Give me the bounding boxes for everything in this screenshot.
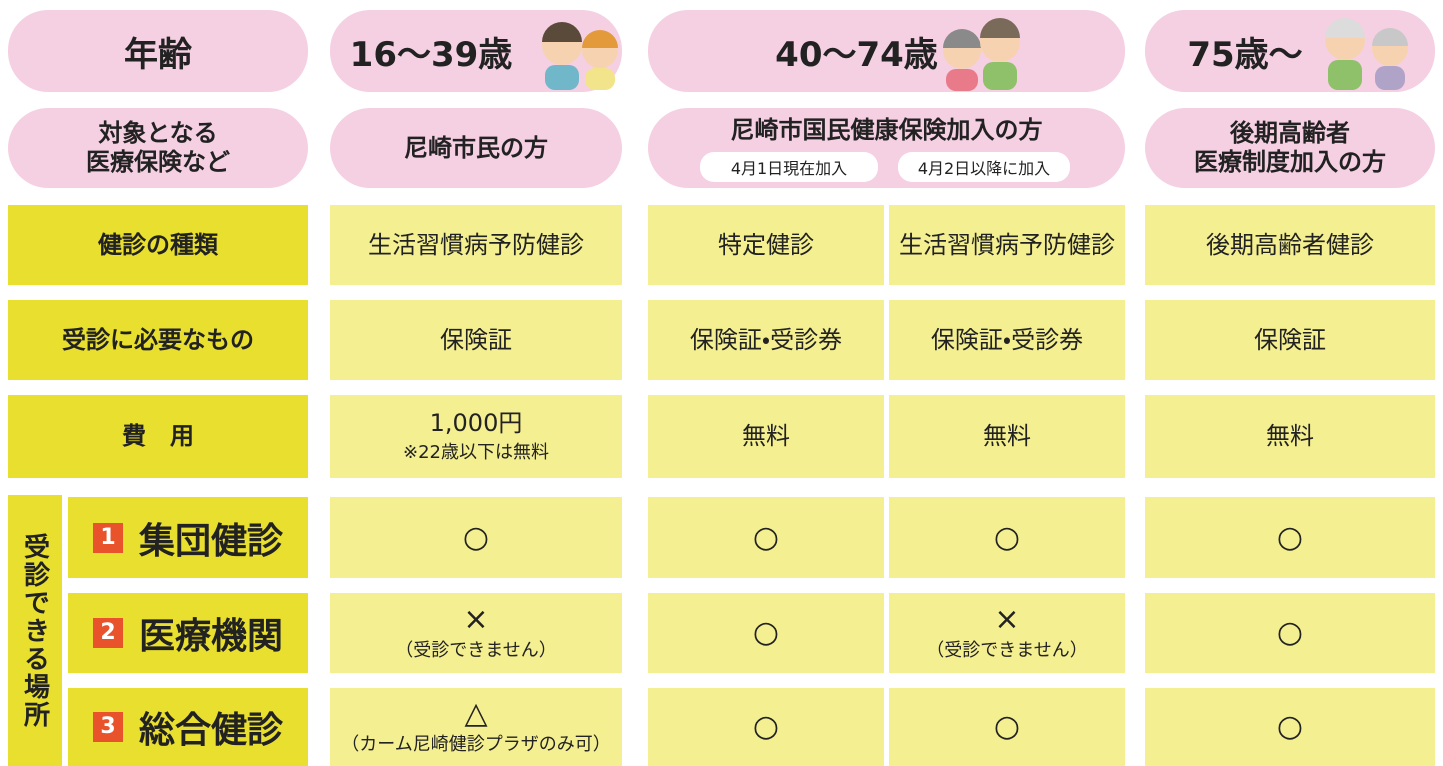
cell-symbol: ○: [993, 709, 1021, 745]
cell: ○: [889, 688, 1125, 766]
group-line: 尼崎市民の方: [404, 133, 548, 162]
age-group: 16〜39歳: [330, 10, 622, 92]
place-name: 集団健診: [138, 520, 283, 562]
age-label: 年齢: [8, 10, 308, 92]
cell-note: （カーム尼崎健診プラザのみ可）: [341, 733, 611, 755]
place-number: 1: [92, 522, 123, 553]
place-number: 3: [92, 712, 123, 742]
cell: ○: [1145, 688, 1435, 766]
age-group-text: 40〜74歳: [775, 34, 938, 75]
places-label-text: 受診できる場所: [19, 532, 50, 729]
cell: × （受診できません）: [330, 593, 622, 673]
cell: ○: [1145, 593, 1435, 673]
place-label: 3 総合健診: [68, 688, 308, 766]
cell: 特定健診: [648, 205, 884, 285]
cell-symbol: ○: [1276, 709, 1304, 745]
cell: 保険証・受診券: [648, 300, 884, 380]
cell-symbol: ○: [993, 519, 1021, 555]
cell: 無料: [648, 395, 884, 478]
cell: ○: [648, 688, 884, 766]
cell-symbol: ×: [463, 602, 489, 638]
cell-note: ※22歳以下は無料: [403, 441, 549, 463]
cell-main: 保険証・受診券: [930, 325, 1084, 354]
place-number: 2: [92, 618, 123, 648]
label-line: 対象となる: [98, 119, 218, 148]
cell-main: 生活習慣病予防健診: [899, 230, 1115, 259]
cell: △ （カーム尼崎健診プラザのみ可）: [330, 688, 622, 766]
group-line: 後期高齢者: [1230, 119, 1350, 148]
cell-main: 保険証・受診券: [689, 325, 843, 354]
cell: ○: [1145, 497, 1435, 578]
cell: 無料: [1145, 395, 1435, 478]
cell-symbol: △: [464, 696, 488, 732]
cell: 生活習慣病予防健診: [889, 205, 1125, 285]
row-label-text: 受診に必要なもの: [62, 325, 254, 354]
insurance-group: 後期高齢者 医療制度加入の方: [1145, 108, 1435, 188]
cell: 保険証: [1145, 300, 1435, 380]
sub-pill: 4月2日以降に加入: [898, 152, 1070, 182]
place-label: 2 医療機関: [68, 593, 308, 673]
cell-main: 無料: [1266, 422, 1314, 451]
insurance-label: 対象となる 医療保険など: [8, 108, 308, 188]
place-name: 総合健診: [138, 710, 283, 751]
cell-main: 保険証: [1254, 325, 1326, 354]
insurance-group: 尼崎市国民健康保険加入の方 4月1日現在加入 4月2日以降に加入: [648, 108, 1125, 188]
age-group-text: 75歳〜: [1187, 34, 1303, 75]
place-label-line: 1 集団健診: [92, 512, 283, 564]
cell: ○: [648, 497, 884, 578]
cell-symbol: ×: [994, 602, 1020, 638]
group-line: 尼崎市国民健康保険加入の方: [730, 116, 1043, 144]
cell-main: 生活習慣病予防健診: [368, 230, 584, 259]
cell: 後期高齢者健診: [1145, 205, 1435, 285]
age-label-text: 年齢: [124, 34, 192, 75]
cell-main: 特定健診: [718, 230, 814, 259]
cell: 生活習慣病予防健診: [330, 205, 622, 285]
row-label: 費 用: [8, 395, 308, 478]
age-group-text: 16〜39歳: [349, 34, 513, 75]
cell: ○: [330, 497, 622, 578]
cell: 保険証・受診券: [889, 300, 1125, 380]
cell: ○: [648, 593, 884, 673]
row-label-text: 費 用: [122, 422, 194, 451]
cell: × （受診できません）: [889, 593, 1125, 673]
place-label-line: 3 総合健診: [92, 701, 283, 753]
cell-symbol: ○: [752, 709, 780, 745]
cell-main: 後期高齢者健診: [1206, 230, 1374, 259]
cell-main: 保険証: [440, 325, 512, 354]
cell-main: 無料: [983, 422, 1031, 451]
cell-symbol: ○: [1276, 519, 1304, 555]
cell-note: （受診できません）: [926, 639, 1088, 661]
cell-main: 無料: [742, 422, 790, 451]
cell-symbol: ○: [462, 519, 490, 555]
row-label: 受診に必要なもの: [8, 300, 308, 380]
age-group: 75歳〜: [1145, 10, 1435, 92]
cell-main: 1,000円: [429, 409, 523, 438]
group-line: 医療制度加入の方: [1194, 148, 1386, 176]
cell: 無料: [889, 395, 1125, 478]
cell: 保険証: [330, 300, 622, 380]
places-label: 受診できる場所: [8, 495, 62, 766]
cell-note: （受診できません）: [395, 639, 557, 661]
age-group: 40〜74歳: [648, 10, 1125, 92]
place-label: 1 集団健診: [68, 497, 308, 578]
row-label: 健診の種類: [8, 205, 308, 285]
place-label-line: 2 医療機関: [92, 607, 283, 659]
sub-pill: 4月1日現在加入: [700, 152, 878, 182]
label-line: 医療保険など: [86, 148, 230, 176]
cell-symbol: ○: [1276, 615, 1304, 651]
cell: ○: [889, 497, 1125, 578]
insurance-group: 尼崎市民の方: [330, 108, 622, 188]
cell-symbol: ○: [752, 519, 780, 555]
cell-symbol: ○: [752, 615, 780, 651]
cell: 1,000円 ※22歳以下は無料: [330, 395, 622, 478]
row-label-text: 健診の種類: [98, 230, 218, 259]
place-name: 医療機関: [138, 616, 283, 657]
